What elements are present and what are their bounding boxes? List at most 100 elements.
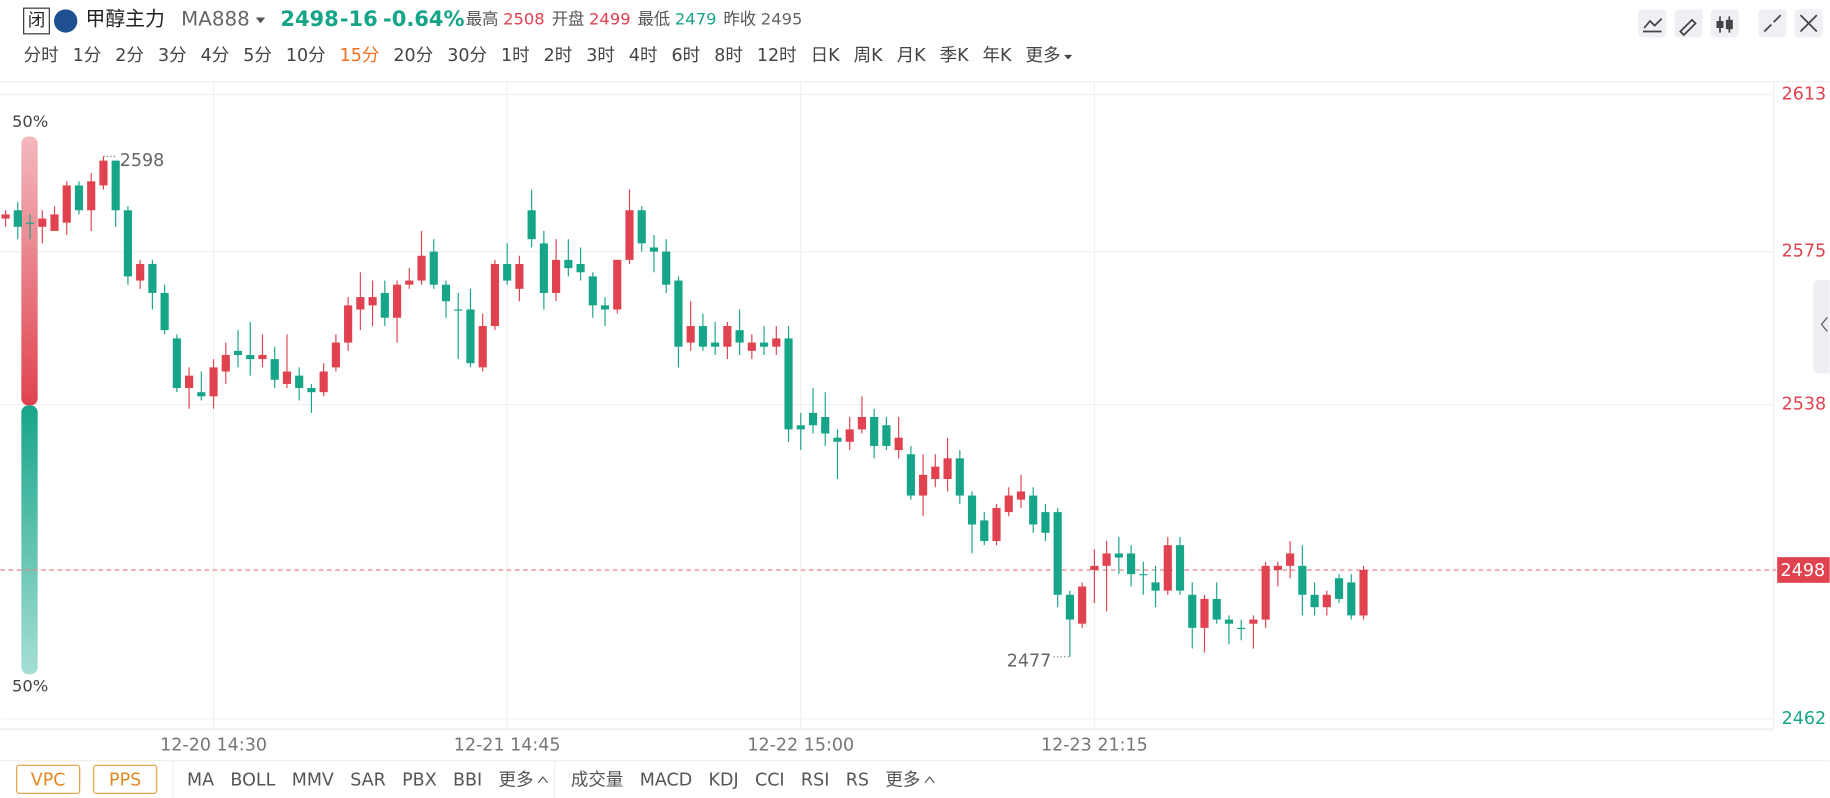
candle-body — [759, 342, 769, 347]
candle-body — [980, 520, 989, 542]
change-pct: -0.64% — [383, 7, 465, 31]
period-tab[interactable]: 2时 — [544, 46, 573, 66]
collapse-tab[interactable] — [1813, 280, 1830, 374]
period-tab[interactable]: 4分 — [201, 46, 230, 66]
indicator-tab[interactable]: 更多 — [885, 771, 920, 791]
period-tab[interactable]: 10分 — [286, 46, 326, 66]
indicator-tab[interactable]: BBI — [453, 771, 482, 791]
indicator-tab[interactable]: MMV — [292, 771, 334, 791]
instrument-code[interactable]: MA888 — [181, 7, 250, 30]
period-tab[interactable]: 周K — [854, 46, 883, 66]
candle-body — [662, 251, 671, 285]
period-tab[interactable]: 月K — [897, 46, 926, 66]
tool-button[interactable] — [1758, 9, 1787, 38]
candle-body — [503, 264, 512, 281]
candle-body — [735, 330, 744, 343]
candle-body — [1298, 565, 1307, 595]
indicator-tab[interactable]: CCI — [755, 771, 785, 791]
candle-body — [136, 264, 145, 281]
indicator-tab[interactable]: RSI — [801, 771, 829, 791]
instrument-name[interactable]: 甲醇主力 — [86, 7, 165, 30]
indicator-tab[interactable]: 成交量 — [571, 771, 624, 791]
period-tab[interactable]: 1时 — [501, 46, 530, 66]
period-tab[interactable]: 季K — [940, 46, 969, 66]
indicator-button[interactable] — [16, 764, 81, 794]
candle-body — [1322, 594, 1331, 608]
high-label: 2598 — [120, 151, 165, 171]
candle-body — [417, 255, 426, 281]
candle-body — [13, 210, 22, 227]
dropdown-arrow[interactable] — [255, 17, 266, 24]
x-tick-label: 12-23 21:15 — [1041, 736, 1148, 756]
candle-body — [1151, 582, 1160, 591]
candle-body — [845, 429, 854, 442]
candle-body — [1163, 545, 1172, 591]
indicator-tab[interactable]: BOLL — [230, 771, 275, 791]
candle-body — [1347, 582, 1356, 616]
period-tab[interactable]: 4时 — [629, 46, 658, 66]
y-tick-label: 2538 — [1782, 395, 1827, 415]
candle-body — [931, 466, 940, 480]
period-tab[interactable]: 12时 — [757, 46, 797, 66]
period-tab[interactable]: 1分 — [73, 46, 102, 66]
indicator-tab[interactable]: 更多 — [499, 771, 534, 791]
candle-body — [368, 297, 377, 306]
candle-body — [747, 342, 756, 351]
candle-body — [160, 292, 169, 331]
candle-body — [967, 495, 977, 525]
period-tab[interactable]: 5分 — [243, 46, 272, 66]
candle-body — [466, 309, 475, 364]
price: 2498 — [280, 7, 338, 31]
candle-body — [1078, 586, 1087, 624]
change: -16 — [340, 7, 378, 31]
candle-body — [319, 371, 328, 393]
tool-button[interactable] — [1710, 9, 1739, 38]
period-tab[interactable]: 2分 — [115, 46, 144, 66]
icon — [1725, 19, 1733, 30]
period-tab[interactable]: 8时 — [714, 46, 743, 66]
indicator-tab[interactable]: SAR — [350, 771, 386, 791]
candle-body — [295, 375, 304, 389]
indicator-tab[interactable]: MA — [187, 771, 214, 791]
expand-arrow — [924, 776, 935, 784]
indicator-tab[interactable]: PBX — [402, 771, 437, 791]
candle-body — [74, 185, 84, 211]
period-tab[interactable]: 15分 — [340, 46, 380, 66]
candle-body — [429, 251, 438, 285]
icon — [1679, 18, 1697, 37]
indicator-button[interactable] — [93, 764, 158, 794]
exchange-icon — [54, 9, 78, 33]
gauge-down-label: 50% — [12, 677, 48, 696]
period-tab[interactable]: 3时 — [586, 46, 615, 66]
candle-body — [1334, 578, 1344, 599]
status-box — [23, 7, 50, 35]
period-tab[interactable]: 日K — [811, 46, 840, 66]
period-tab[interactable]: 6时 — [672, 46, 701, 66]
icon — [1799, 14, 1818, 33]
candle-body — [50, 214, 59, 231]
indicator-tab[interactable]: RS — [846, 771, 869, 791]
candle-body — [478, 326, 487, 368]
candle-body — [1016, 491, 1026, 500]
status-icon: 闭 — [28, 11, 46, 31]
candle-body — [1139, 574, 1148, 576]
period-tab[interactable]: 3分 — [158, 46, 187, 66]
indicator-button-label[interactable]: VPC — [31, 771, 66, 791]
period-tab[interactable]: 30分 — [447, 46, 487, 66]
period-tab[interactable]: 20分 — [393, 46, 433, 66]
candle-body — [1237, 627, 1246, 630]
x-tick-label: 12-20 14:30 — [160, 736, 267, 756]
indicator-tab[interactable]: MACD — [640, 771, 692, 791]
candle-body — [723, 326, 732, 347]
candle-body — [1273, 565, 1282, 570]
candle-body — [62, 185, 71, 223]
period-tab[interactable]: 分时 — [24, 46, 59, 66]
indicator-button-label[interactable]: PPS — [109, 771, 141, 791]
period-tab[interactable]: 年K — [983, 46, 1012, 66]
icon — [1763, 14, 1782, 33]
candle-body — [600, 305, 610, 310]
period-tab[interactable]: 更多 — [1026, 46, 1061, 66]
candle-body — [1090, 565, 1099, 570]
indicator-tab[interactable]: KDJ — [709, 771, 739, 791]
